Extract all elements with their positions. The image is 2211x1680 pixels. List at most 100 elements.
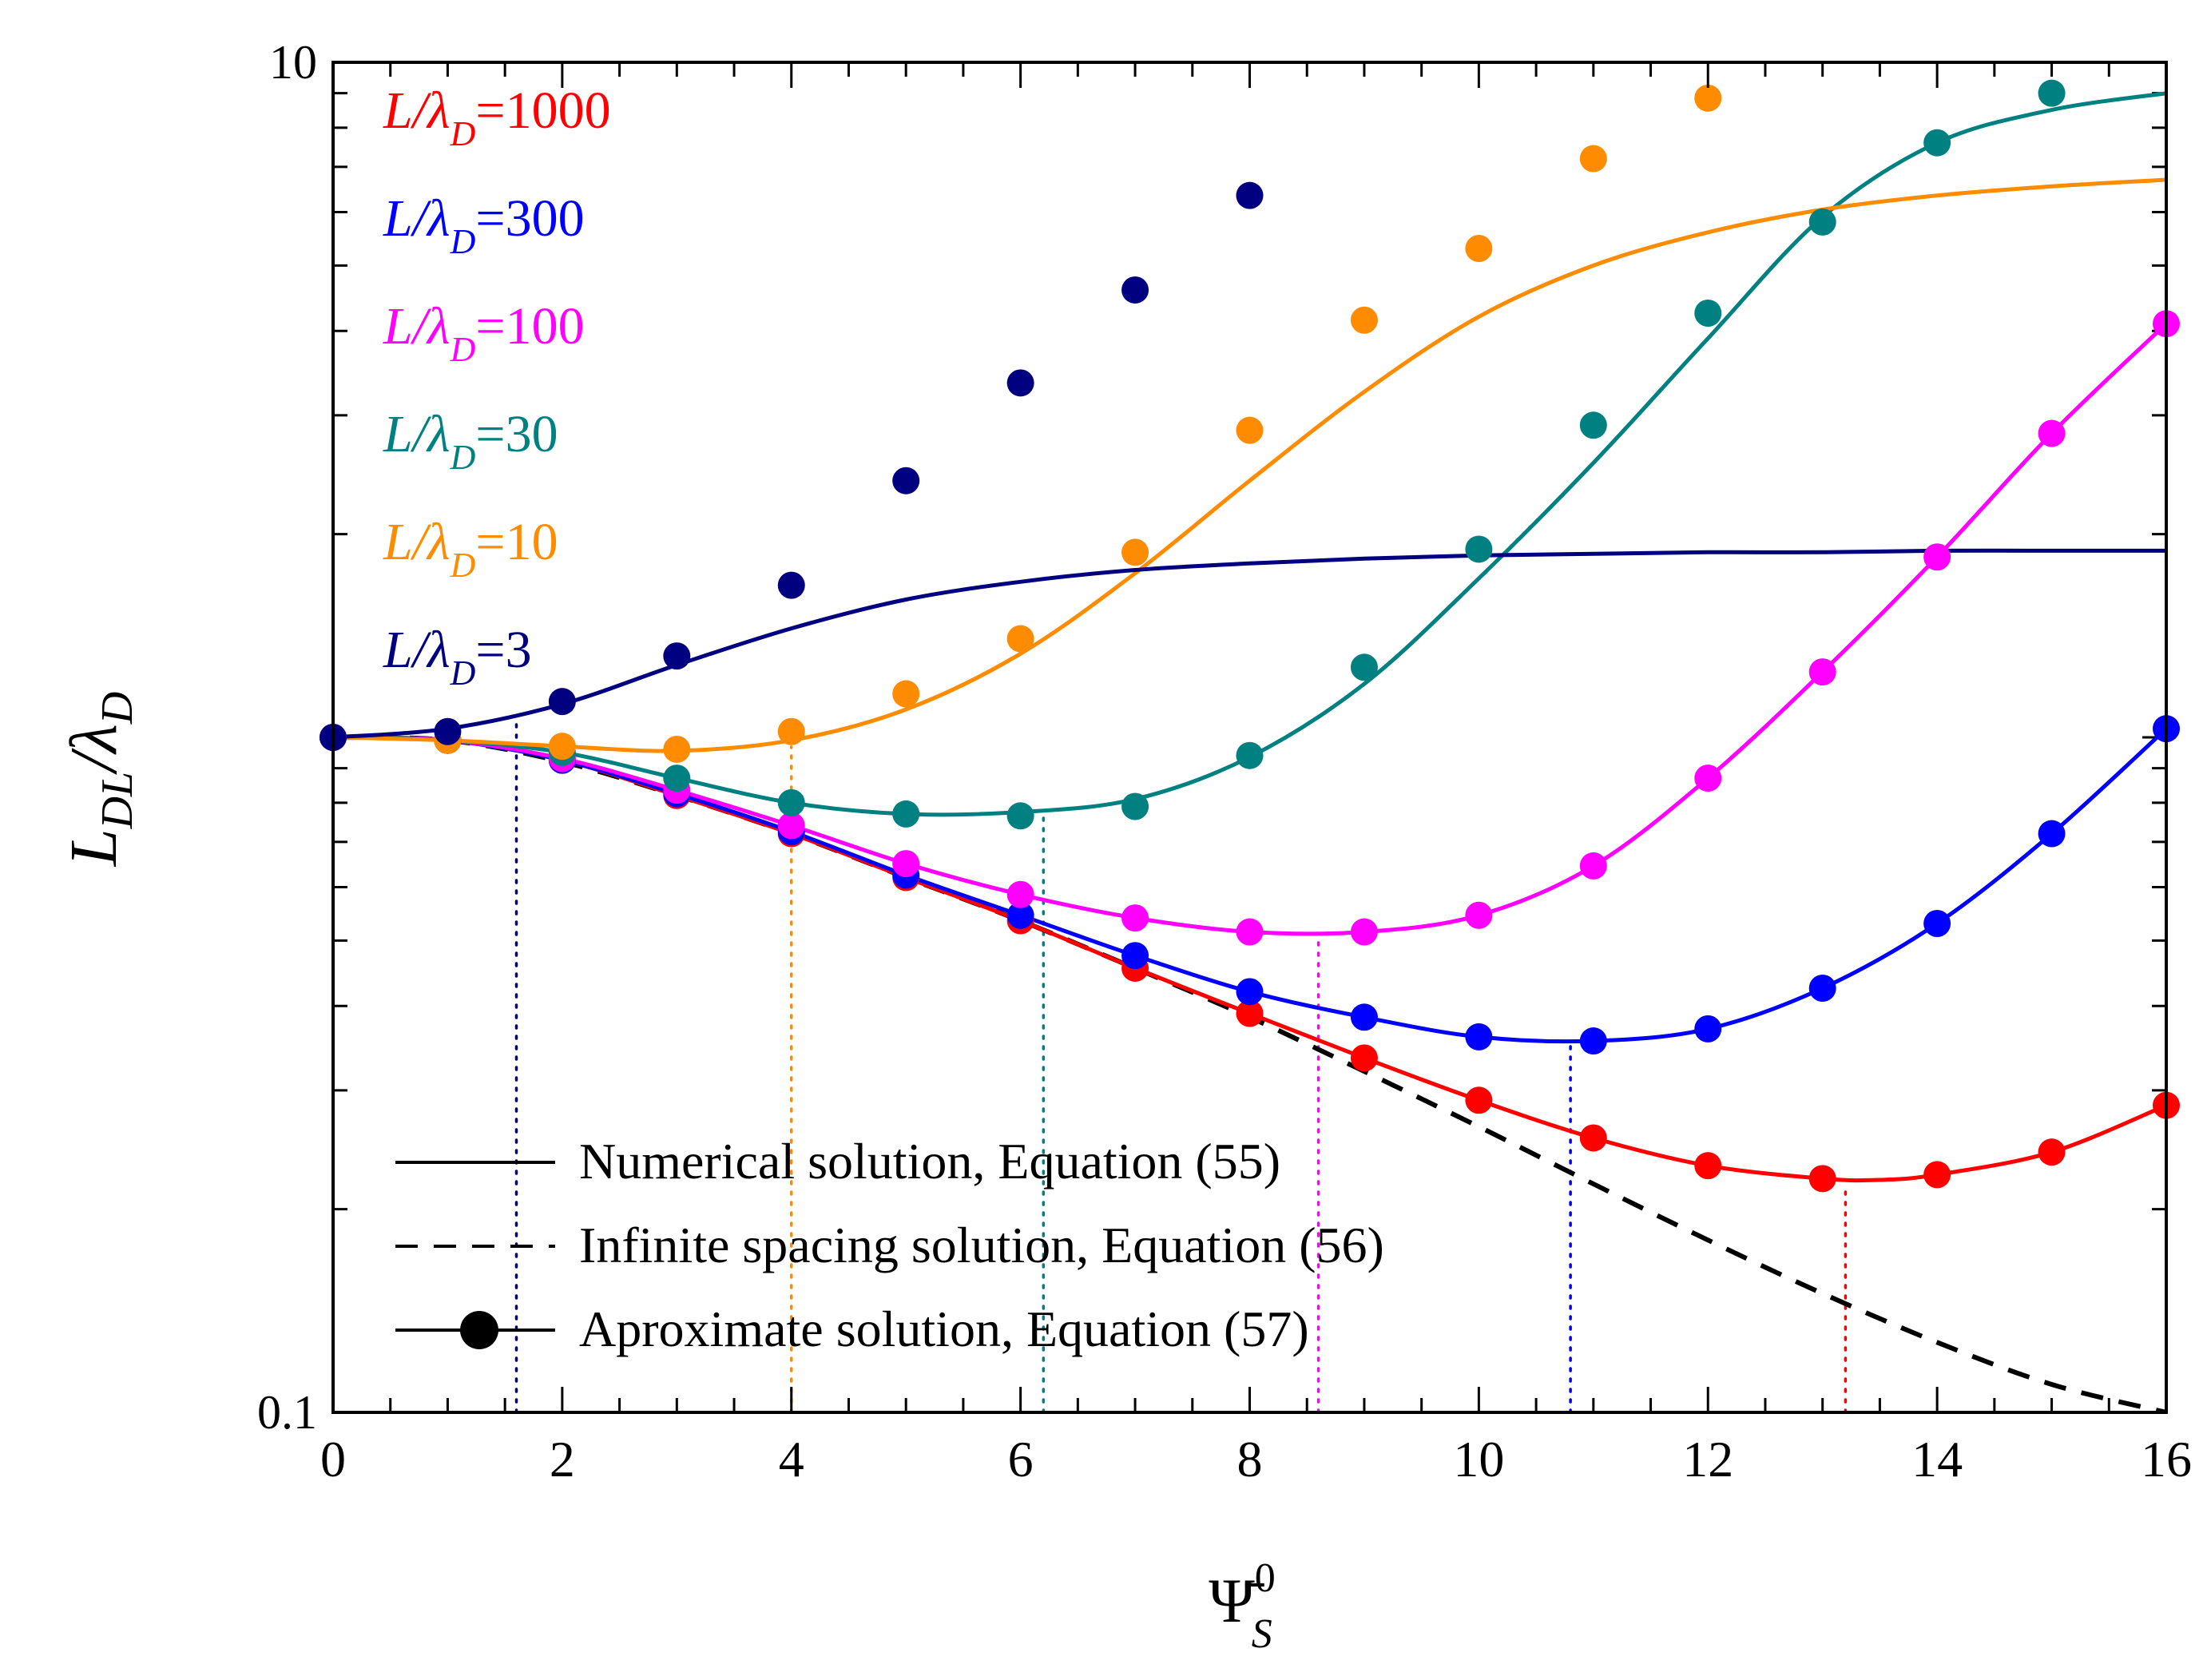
- x-tick-label: 2: [550, 1431, 575, 1487]
- series-point: [663, 642, 691, 670]
- y-tick-label: 10: [269, 36, 317, 89]
- series-point: [434, 717, 462, 745]
- series-point: [2038, 419, 2066, 447]
- series-point: [548, 688, 576, 716]
- series-point: [1350, 1044, 1378, 1072]
- series-point: [1121, 942, 1149, 970]
- x-tick-label: 0: [320, 1431, 346, 1487]
- series-point: [1350, 306, 1378, 334]
- x-tick-label: 16: [2141, 1431, 2192, 1487]
- series-point: [1465, 1086, 1493, 1114]
- x-tick-label: 8: [1237, 1431, 1263, 1487]
- y-axis-label-slash: /λ: [57, 724, 131, 775]
- series-point: [1465, 901, 1493, 929]
- series-point: [1694, 765, 1722, 792]
- series-point: [1579, 1027, 1607, 1055]
- minimum-guide-lines: [514, 718, 1848, 1412]
- series-point: [1694, 84, 1722, 112]
- series-point: [1579, 411, 1607, 439]
- series-point: [1465, 535, 1493, 563]
- series-point: [663, 765, 691, 792]
- series-point: [1121, 276, 1149, 304]
- series-point: [1808, 208, 1836, 236]
- y-axis-label-sub1: DL: [93, 772, 142, 830]
- x-tick-label: 6: [1008, 1431, 1034, 1487]
- series-point: [2038, 79, 2066, 107]
- style-legend-label: Aproximate solution, Equation (57): [579, 1301, 1309, 1357]
- series-point: [1006, 369, 1034, 397]
- series-point: [1694, 300, 1722, 328]
- series-point: [1579, 1124, 1607, 1152]
- x-axis-ticks: 0 2 4 6 8 10 12 14 16: [320, 62, 2192, 1487]
- series-point: [2038, 1138, 2066, 1166]
- series-point: [777, 717, 805, 745]
- style-legend-label: Infinite spacing solution, Equation (56): [579, 1217, 1384, 1273]
- y-axis-label: LDL/λD: [57, 692, 142, 867]
- series-point: [1923, 909, 1951, 937]
- series-point: [1465, 234, 1493, 262]
- series-point: [663, 735, 691, 763]
- series-point: [1236, 416, 1264, 444]
- series-point: [1006, 802, 1034, 830]
- series-point: [2038, 820, 2066, 848]
- series-line: [333, 91, 2166, 817]
- y-tick-label: 0.1: [257, 1386, 317, 1439]
- series-legend: L/λD=1000 L/λD=300 L/λD=100 L/λD=30 L/λD=10 L…: [383, 81, 611, 693]
- y-axis-label-sub2: D: [93, 692, 142, 725]
- series-point: [1923, 129, 1951, 157]
- series-point: [1006, 901, 1034, 929]
- series-point: [1236, 181, 1264, 209]
- series-point: [777, 788, 805, 816]
- series-legend-label: L/λD=10: [383, 513, 558, 585]
- x-tick-label: 10: [1453, 1431, 1504, 1487]
- style-legend-label: Numerical solution, Equation (55): [579, 1133, 1280, 1190]
- style-legend: Numerical solution, Equation (55) Infinit…: [395, 1133, 1384, 1357]
- series-point: [892, 800, 920, 828]
- series-point: [1923, 543, 1951, 571]
- series-point: [1808, 975, 1836, 1003]
- series-points: [320, 79, 2180, 1193]
- series-point: [1236, 978, 1264, 1006]
- y-axis-ticks: 0.1 10: [257, 36, 317, 1439]
- series-point: [777, 571, 805, 599]
- series-legend-label: L/λD=300: [383, 189, 585, 261]
- series-point: [548, 733, 576, 761]
- x-tick-label: 12: [1682, 1431, 1733, 1487]
- series-point: [1694, 1152, 1722, 1180]
- series-point: [1465, 1023, 1493, 1050]
- series-point: [1923, 1161, 1951, 1189]
- series-point: [1236, 999, 1264, 1027]
- x-tick-label: 4: [779, 1431, 804, 1487]
- series-point: [1121, 538, 1149, 566]
- series-point: [777, 812, 805, 840]
- series-point: [1694, 1015, 1722, 1043]
- series-point: [1236, 918, 1264, 946]
- series-point: [1808, 1165, 1836, 1193]
- x-axis-label-sup: 0: [1255, 1555, 1276, 1601]
- x-axis-label: Ψ̄0 S: [1209, 1555, 1276, 1657]
- series-legend-label: L/λD=30: [383, 405, 558, 477]
- series-point: [1121, 792, 1149, 820]
- series-point: [1350, 653, 1378, 681]
- series-legend-label: L/λD=3: [383, 621, 532, 693]
- series-point: [1579, 145, 1607, 173]
- series-point: [892, 467, 920, 494]
- series-line: [333, 322, 2166, 936]
- series-lines: [333, 91, 2166, 1412]
- series-point: [1350, 1003, 1378, 1031]
- series-legend-label: L/λD=100: [383, 297, 585, 369]
- series-point: [1350, 918, 1378, 946]
- series-point: [1579, 852, 1607, 880]
- series-point: [892, 680, 920, 708]
- series-point: [892, 850, 920, 878]
- series-point: [1006, 880, 1034, 908]
- style-legend-sample-marker: [460, 1311, 498, 1349]
- series-line: [333, 548, 2166, 740]
- series-point: [1121, 904, 1149, 932]
- series-point: [1006, 625, 1034, 653]
- x-axis-label-sub: S: [1252, 1611, 1272, 1657]
- series-point: [1808, 658, 1836, 686]
- x-tick-label: 14: [1911, 1431, 1963, 1487]
